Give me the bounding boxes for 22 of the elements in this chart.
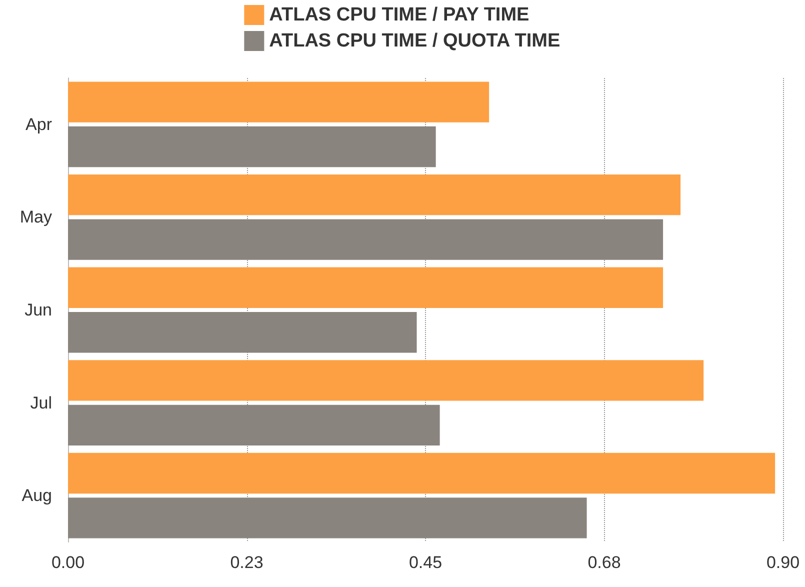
bar <box>68 219 664 260</box>
bar <box>68 82 490 122</box>
bar <box>68 360 704 401</box>
y-tick-label: May <box>20 208 52 227</box>
legend-label: ATLAS CPU TIME / PAY TIME <box>269 4 530 26</box>
bar <box>68 126 436 168</box>
bar <box>68 452 776 494</box>
y-tick-label: Jul <box>30 393 52 412</box>
x-tick-label: 0.90 <box>766 553 800 572</box>
x-tick-label: 0.45 <box>408 553 442 572</box>
legend-label: ATLAS CPU TIME / QUOTA TIME <box>269 30 560 52</box>
y-tick-label: Aug <box>22 486 52 506</box>
x-tick-label: 0.23 <box>230 553 264 572</box>
bar <box>68 404 440 446</box>
bar <box>68 498 587 538</box>
x-tick-label: 0.68 <box>588 553 621 572</box>
bar <box>68 174 681 216</box>
y-tick-label: Apr <box>26 114 52 134</box>
y-tick-label: Jun <box>24 300 52 320</box>
bar <box>68 267 664 308</box>
x-tick-label: 0.00 <box>51 553 85 572</box>
bar <box>68 312 417 353</box>
